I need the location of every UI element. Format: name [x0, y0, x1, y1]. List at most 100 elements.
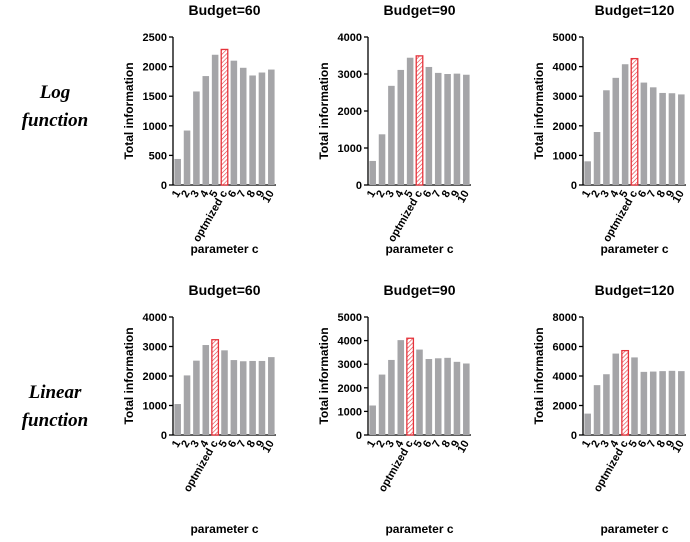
- x-tick-label: 2: [374, 439, 387, 450]
- bar: [603, 374, 610, 435]
- x-tick-label: 2: [589, 189, 602, 200]
- bar: [193, 91, 200, 185]
- y-tick-label: 4000: [553, 62, 577, 74]
- x-tick-label: 1: [170, 189, 183, 200]
- bar: [640, 82, 648, 185]
- chart-title: Budget=60: [189, 2, 261, 18]
- bar: [239, 67, 247, 185]
- x-tick-label: 5: [617, 189, 630, 200]
- bar: [239, 361, 247, 435]
- bar: [630, 57, 639, 186]
- x-tick-label: 1: [170, 439, 183, 450]
- y-tick-label: 0: [571, 430, 577, 442]
- y-tick-label: 2000: [143, 371, 167, 383]
- chart-title: Budget=120: [595, 282, 675, 298]
- x-tick-label: 6: [636, 439, 649, 450]
- bar: [258, 72, 266, 185]
- bar: [584, 413, 591, 435]
- bar: [202, 76, 210, 185]
- y-tick-label: 2000: [553, 401, 577, 413]
- y-axis-label: Total information: [317, 62, 331, 159]
- chart-title: Budget=60: [189, 282, 261, 298]
- x-tick-label: 9: [664, 189, 677, 200]
- bar: [230, 60, 238, 185]
- x-tick-label: 6: [226, 189, 239, 200]
- chart-title: Budget=90: [384, 282, 456, 298]
- bar: [249, 360, 256, 435]
- bar: [453, 361, 461, 435]
- bar: [174, 158, 181, 185]
- y-tick-label: 1000: [338, 406, 362, 418]
- x-tick-label: 10: [670, 189, 687, 206]
- bar: [258, 360, 266, 435]
- y-tick-label: 2000: [553, 121, 577, 133]
- chart-title: Budget=120: [595, 2, 675, 18]
- y-tick-label: 0: [161, 430, 167, 442]
- x-tick-label: 1: [580, 189, 593, 200]
- y-tick-label: 4000: [338, 336, 362, 348]
- bar: [174, 404, 181, 435]
- y-tick-label: 4000: [553, 371, 577, 383]
- y-tick-label: 1000: [143, 401, 167, 413]
- y-tick-label: 2500: [143, 32, 167, 44]
- x-tick-label: 3: [384, 189, 397, 200]
- x-tick-label: 10: [260, 439, 277, 456]
- x-tick-label: 3: [189, 439, 202, 450]
- bar: [659, 371, 666, 435]
- x-tick-label: 8: [245, 439, 258, 450]
- y-tick-label: 500: [149, 150, 167, 162]
- bar: [268, 357, 275, 435]
- bar: [183, 375, 191, 435]
- bar: [463, 74, 470, 185]
- y-tick-label: 1000: [338, 143, 362, 155]
- chart-title: Budget=90: [384, 2, 456, 18]
- bar: [425, 359, 433, 435]
- y-tick-label: 0: [356, 180, 362, 192]
- x-tick-label: 3: [384, 439, 397, 450]
- y-tick-label: 8000: [553, 312, 577, 324]
- x-tick-label: 2: [374, 189, 387, 200]
- bar: [268, 69, 275, 185]
- bar: [603, 90, 610, 185]
- y-tick-label: 2000: [143, 62, 167, 74]
- y-tick-label: 5000: [553, 32, 577, 44]
- bar: [631, 357, 638, 435]
- y-tick-label: 4000: [143, 312, 167, 324]
- x-tick-label: 9: [449, 439, 462, 450]
- bar: [249, 75, 256, 185]
- x-tick-label: 7: [235, 189, 248, 200]
- x-axis-label: parameter c: [190, 242, 258, 256]
- bar: [463, 363, 470, 435]
- bar: [593, 132, 601, 185]
- x-tick-label: 6: [636, 189, 649, 200]
- x-tick-label: 3: [599, 189, 612, 200]
- x-tick-label: 5: [412, 439, 425, 450]
- y-tick-label: 1000: [553, 150, 577, 162]
- x-tick-label: 7: [430, 189, 443, 200]
- x-tick-label: 2: [179, 439, 192, 450]
- y-tick-label: 0: [161, 180, 167, 192]
- x-tick-label: 10: [260, 189, 277, 206]
- x-tick-label: 3: [599, 439, 612, 450]
- bar: [397, 340, 405, 435]
- x-tick-label: 5: [402, 189, 415, 200]
- y-tick-label: 3000: [143, 342, 167, 354]
- x-tick-label: 7: [645, 189, 658, 200]
- bar: [649, 87, 657, 185]
- bar: [397, 69, 405, 185]
- x-tick-label: 6: [421, 439, 434, 450]
- x-tick-label: 9: [254, 189, 267, 200]
- x-tick-label: 8: [655, 189, 668, 200]
- x-axis-label: parameter c: [600, 522, 668, 536]
- x-tick-label: 10: [455, 439, 472, 456]
- bar: [369, 405, 376, 435]
- x-tick-label: 9: [664, 439, 677, 450]
- x-tick-label: 7: [645, 439, 658, 450]
- y-axis-label: Total information: [122, 327, 136, 424]
- x-tick-label: 10: [670, 439, 687, 456]
- x-tick-label: 1: [580, 439, 593, 450]
- x-tick-label: 8: [655, 439, 668, 450]
- y-axis-label: Total information: [532, 327, 546, 424]
- bar: [211, 339, 220, 436]
